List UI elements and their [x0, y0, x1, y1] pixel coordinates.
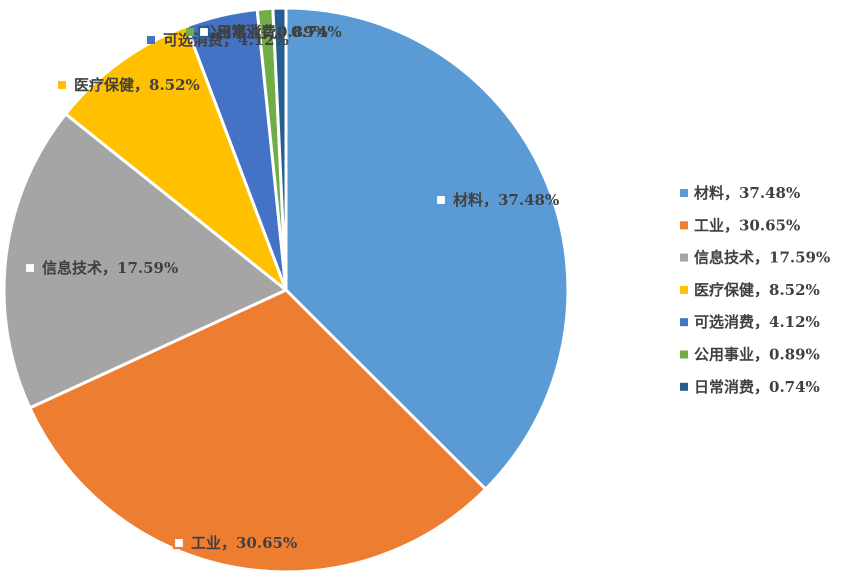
legend-label: 医疗保健，8.52% — [694, 281, 820, 299]
legend-swatch — [680, 318, 688, 327]
data-label-text: 日常消费，0.74% — [216, 23, 342, 41]
pie-slices — [2, 6, 570, 574]
data-label-text: 可选消费，4.12% — [163, 31, 289, 49]
data-label-marker — [23, 261, 37, 275]
legend-label: 材料，37.48% — [694, 184, 800, 202]
data-label-7: 日常消费，0.74% — [197, 23, 342, 41]
data-label-5: 可选消费，4.12% — [147, 31, 289, 49]
pie-slice-3 — [2, 112, 288, 410]
data-label-4: 医疗保健，8.52% — [58, 76, 200, 94]
legend-label: 可选消费，4.12% — [694, 313, 820, 331]
pie-slice-7 — [271, 6, 288, 292]
legend-item-5: 可选消费，4.12% — [680, 313, 820, 331]
legend-item-1: 材料，37.48% — [680, 184, 800, 202]
pie-data-labels: 材料，37.48% 工业，30.65% 信息技术，17.59% 医疗保健，8.52% 可… — [23, 23, 559, 552]
legend-swatch — [680, 189, 688, 197]
data-label-text: 材料，37.48% — [453, 191, 559, 209]
legend-swatch — [680, 285, 688, 294]
legend-swatch — [680, 221, 688, 230]
data-label-marker — [58, 81, 66, 89]
data-label-marker — [197, 25, 211, 39]
data-label-marker — [434, 193, 448, 207]
legend-item-7: 日常消费，0.74% — [680, 378, 820, 396]
legend-item-3: 信息技术，17.59% — [680, 249, 830, 267]
pie-slice-1 — [284, 6, 570, 491]
data-label-marker — [172, 536, 186, 550]
data-label-marker — [186, 28, 194, 36]
legend-label: 信息技术，17.59% — [694, 249, 830, 267]
data-label-2: 工业，30.65% — [172, 534, 297, 552]
legend-swatch — [680, 253, 688, 262]
legend-item-4: 医疗保健，8.52% — [680, 281, 820, 299]
data-label-6: 公用事业，0.89% — [186, 23, 328, 41]
pie-slice-2 — [28, 288, 488, 574]
data-label-1: 材料，37.48% — [434, 191, 559, 209]
data-label-marker — [147, 36, 155, 44]
data-label-text: 公用事业，0.89% — [202, 23, 328, 41]
data-label-text: 信息技术，17.59% — [42, 259, 178, 277]
data-label-3: 信息技术，17.59% — [23, 259, 178, 277]
legend-label: 日常消费，0.74% — [694, 378, 820, 396]
pie-slice-4 — [64, 24, 288, 292]
legend-item-2: 工业，30.65% — [680, 216, 800, 234]
legend-label: 公用事业，0.89% — [694, 346, 820, 364]
chart-legend: 材料，37.48% 工业，30.65% 信息技术，17.59% 医疗保健，8.52% 可… — [680, 184, 830, 396]
legend-item-6: 公用事业，0.89% — [680, 346, 820, 364]
legend-swatch — [680, 350, 688, 359]
data-label-text: 工业，30.65% — [191, 534, 297, 552]
legend-swatch — [680, 382, 688, 391]
legend-label: 工业，30.65% — [694, 216, 800, 234]
data-label-text: 医疗保健，8.52% — [74, 76, 200, 94]
